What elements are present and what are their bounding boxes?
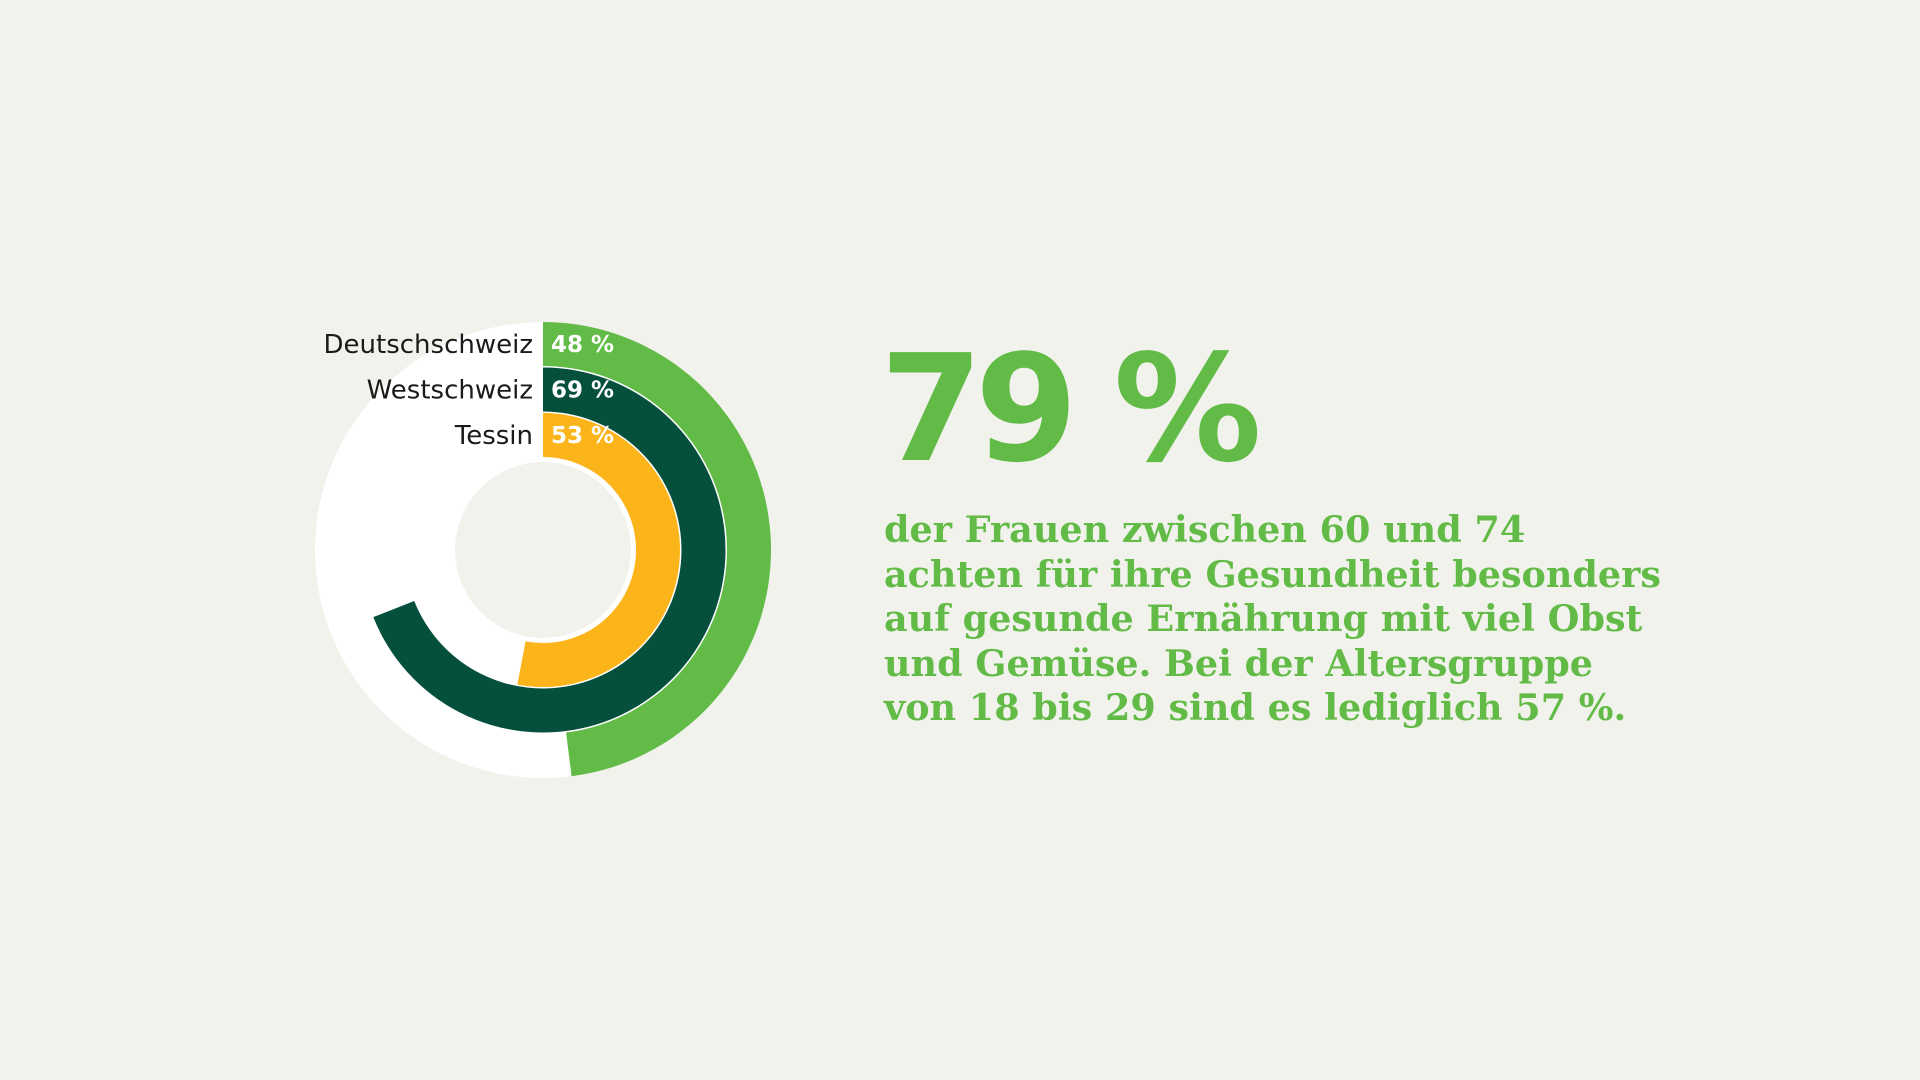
ring-value-deutschschweiz: 48 % [551, 332, 614, 358]
description-line: auf gesunde Ernährung mit viel Obst [884, 597, 1643, 640]
description-text: der Frauen zwischen 60 und 74 achten für… [884, 508, 1661, 731]
ring-label-deutschschweiz: Deutschschweiz [324, 330, 533, 360]
ring-value-tessin: 53 % [551, 423, 614, 449]
ring-value-westschweiz: 69 % [551, 378, 614, 404]
ring-bar-tessin [517, 413, 680, 687]
description-line: und Gemüse. Bei der Altersgruppe [884, 641, 1593, 685]
description-line: achten für ihre Gesundheit besonders [884, 552, 1661, 596]
description-line: der Frauen zwischen 60 und 74 [884, 508, 1526, 551]
ring-bar-deutschschweiz [543, 322, 771, 777]
headline-percentage: 79 % [880, 323, 1262, 495]
description-line: von 18 bis 29 sind es lediglich 57 %. [884, 686, 1627, 729]
ring-label-westschweiz: Westschweiz [367, 376, 533, 406]
ring-label-tessin: Tessin [454, 421, 533, 451]
